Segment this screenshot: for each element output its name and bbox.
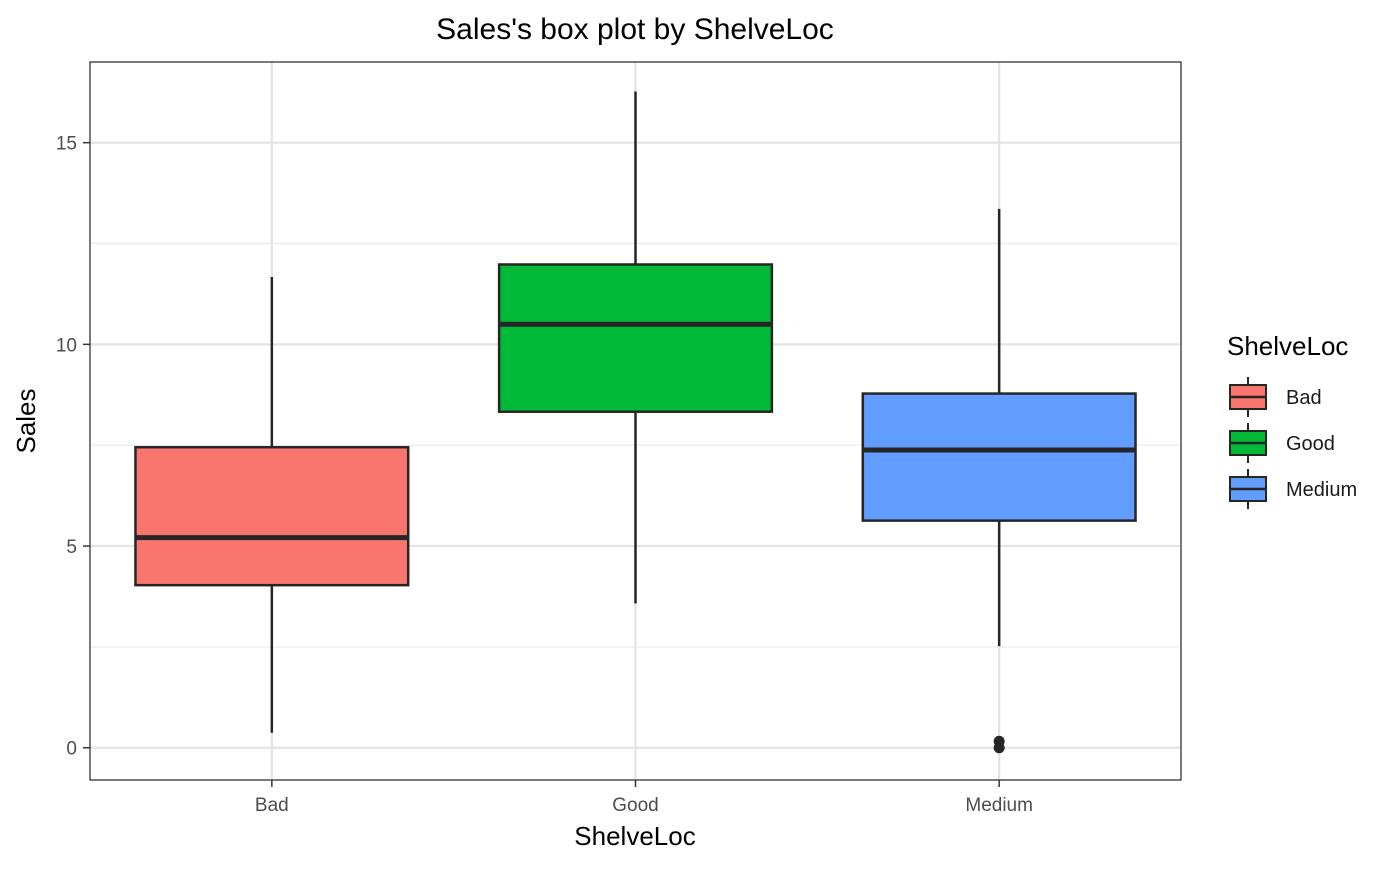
- legend-label: Good: [1286, 433, 1335, 455]
- legend-title: ShelveLoc: [1227, 331, 1348, 361]
- box-iqr: [134, 445, 410, 587]
- legend-item-medium: Medium: [1229, 469, 1357, 509]
- y-tick-label: 10: [56, 335, 77, 356]
- chart-title: Sales's box plot by ShelveLoc: [436, 13, 834, 46]
- box-group-medium: [861, 208, 1137, 754]
- box-group-good: [497, 91, 774, 604]
- x-tick-label: Medium: [965, 795, 1033, 816]
- legend: ShelveLoc Bad Good Medium: [1227, 331, 1357, 509]
- legend-item-bad: Bad: [1229, 377, 1322, 417]
- legend-item-good: Good: [1229, 423, 1335, 463]
- box-iqr: [497, 263, 774, 413]
- y-axis-title: Sales: [11, 388, 41, 453]
- y-tick-label: 5: [66, 537, 77, 558]
- x-tick-label: Bad: [255, 795, 289, 816]
- box-group-bad: [134, 276, 410, 733]
- legend-label: Bad: [1286, 387, 1322, 409]
- outlier-point: [993, 742, 1005, 754]
- box-iqr: [861, 392, 1137, 522]
- x-axis-title: ShelveLoc: [574, 821, 695, 851]
- y-tick-label: 0: [66, 739, 77, 760]
- y-tick-label: 15: [56, 134, 77, 155]
- x-tick-label: Good: [612, 795, 658, 816]
- legend-label: Medium: [1286, 479, 1357, 501]
